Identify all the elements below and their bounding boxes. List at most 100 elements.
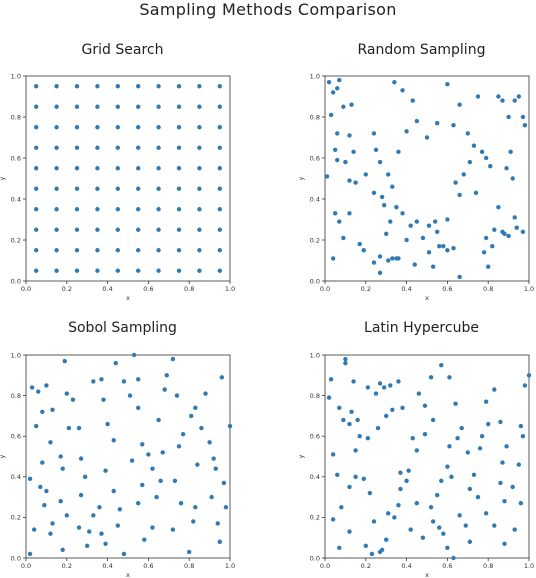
data-point: [414, 500, 419, 506]
data-point: [435, 120, 440, 126]
data-point: [526, 373, 532, 378]
x-tick-label: 0.2: [62, 285, 72, 293]
data-point: [197, 227, 202, 232]
data-point: [481, 250, 487, 255]
data-point: [197, 125, 202, 130]
data-point: [502, 498, 507, 504]
data-point: [64, 513, 70, 518]
data-point: [384, 231, 389, 237]
data-point: [209, 494, 214, 500]
y-axis-label: y: [0, 454, 6, 458]
data-point: [502, 541, 507, 546]
data-point: [422, 431, 428, 437]
data-point: [156, 84, 161, 89]
data-point: [217, 166, 222, 171]
data-point: [390, 256, 395, 261]
data-point: [38, 484, 43, 490]
data-point: [156, 145, 161, 150]
data-point: [341, 104, 346, 109]
data-point: [197, 207, 202, 212]
data-point: [74, 227, 80, 232]
data-point: [437, 525, 442, 530]
data-point: [197, 186, 202, 191]
data-point: [95, 248, 100, 253]
data-point: [396, 256, 401, 261]
data-point: [131, 352, 137, 358]
subplot-title-grid-search: Grid Search: [81, 42, 164, 58]
data-point: [483, 155, 489, 161]
data-point: [522, 383, 528, 388]
data-point: [111, 438, 116, 443]
data-point: [326, 79, 332, 85]
data-point: [369, 551, 375, 557]
data-point: [44, 488, 49, 494]
data-point: [115, 125, 121, 130]
data-point: [197, 268, 202, 273]
data-point: [31, 527, 37, 532]
data-point: [95, 207, 100, 212]
data-point: [451, 246, 456, 251]
y-tick-label: 0.0: [11, 554, 21, 562]
data-point: [74, 84, 80, 89]
data-point: [351, 149, 356, 155]
data-point: [54, 145, 59, 150]
data-point: [142, 537, 147, 542]
data-point: [520, 114, 526, 120]
data-point: [351, 379, 356, 384]
data-point: [95, 125, 100, 130]
data-point: [103, 541, 108, 546]
data-point: [121, 551, 127, 557]
data-point: [363, 172, 368, 177]
data-point: [518, 500, 524, 506]
data-point: [105, 421, 110, 427]
data-point: [390, 184, 395, 189]
data-point: [463, 523, 468, 528]
data-point: [197, 248, 202, 253]
data-point: [410, 436, 415, 441]
data-point: [95, 268, 100, 273]
subplot-title-latin-hypercube: Latin Hypercube: [364, 320, 479, 336]
data-point: [475, 494, 481, 500]
data-point: [512, 527, 517, 532]
data-point: [99, 531, 104, 536]
data-point: [197, 145, 202, 150]
data-point: [492, 227, 497, 232]
data-point: [34, 104, 39, 109]
y-tick-label: 0.2: [310, 514, 320, 522]
data-point: [197, 84, 202, 89]
data-point: [357, 434, 362, 439]
data-point: [172, 478, 178, 484]
y-tick-label: 0.2: [310, 236, 320, 244]
y-tick-label: 0.8: [11, 392, 21, 400]
data-point: [176, 166, 182, 171]
data-point: [156, 417, 161, 423]
data-point: [512, 98, 517, 103]
data-point: [424, 135, 430, 140]
data-point: [34, 227, 39, 232]
data-point: [349, 102, 354, 107]
data-point: [158, 478, 163, 484]
data-point: [221, 480, 227, 486]
data-point: [467, 159, 473, 165]
data-point: [496, 94, 501, 99]
data-point: [371, 190, 377, 196]
data-point: [451, 123, 456, 128]
data-point: [27, 551, 33, 557]
data-point: [486, 264, 491, 269]
data-point: [347, 421, 352, 427]
data-point: [459, 425, 464, 431]
data-point: [34, 84, 39, 89]
data-point: [180, 431, 186, 437]
data-point: [457, 102, 462, 107]
subplot-title-random-sampling: Random Sampling: [357, 42, 486, 58]
data-point: [54, 166, 59, 171]
data-point: [408, 527, 413, 532]
x-axis-label: x: [126, 571, 130, 578]
data-point: [388, 219, 393, 224]
data-point: [337, 77, 342, 83]
data-point: [347, 133, 352, 138]
data-point: [428, 505, 434, 510]
data-point: [95, 166, 100, 171]
data-point: [406, 468, 411, 473]
data-point: [136, 166, 141, 171]
